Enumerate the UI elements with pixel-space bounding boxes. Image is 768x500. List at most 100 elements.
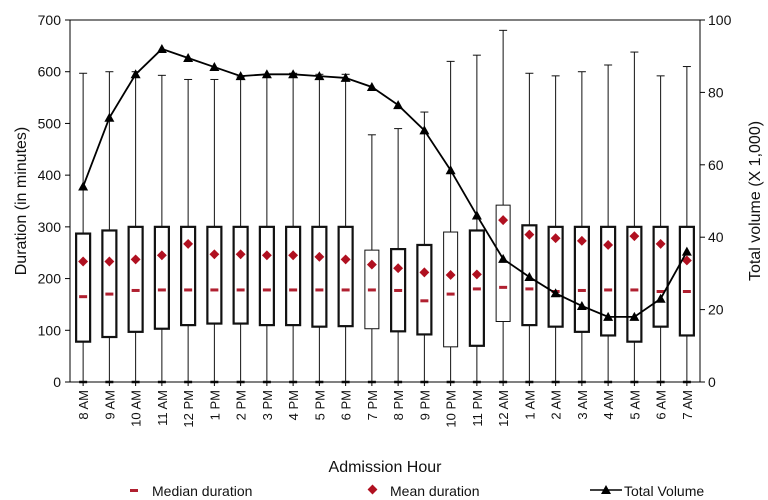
box — [311, 225, 328, 328]
x-tick-label: 2 AM — [549, 390, 564, 420]
mean-marker — [576, 235, 587, 246]
median-marker — [105, 292, 114, 296]
left-y-tick-label: 400 — [38, 167, 62, 183]
left-y-tick-label: 0 — [53, 374, 61, 390]
x-tick-label: 9 PM — [417, 390, 432, 420]
box — [626, 225, 643, 343]
x-tick-label: 4 PM — [286, 390, 301, 420]
mean-marker — [209, 249, 220, 260]
legend: Median duration Mean duration Total Volu… — [130, 483, 704, 499]
volume-point — [393, 100, 404, 110]
legend-mean-label: Mean duration — [390, 483, 480, 499]
mean-marker — [629, 231, 640, 242]
mean-marker — [130, 254, 141, 265]
volume-point — [261, 69, 272, 79]
volume-point — [183, 53, 194, 63]
x-tick-label: 7 PM — [365, 390, 380, 420]
mean-marker — [156, 250, 167, 261]
mean-marker — [393, 263, 404, 274]
median-marker — [79, 295, 88, 299]
volume-point — [78, 181, 89, 191]
x-tick-label: 5 AM — [627, 390, 642, 420]
left-y-tick-label: 600 — [38, 64, 62, 80]
median-marker — [420, 299, 429, 303]
mean-marker — [550, 233, 561, 244]
legend-volume-label: Total Volume — [624, 483, 704, 499]
right-y-tick-label: 80 — [708, 84, 724, 100]
total-volume-series — [78, 43, 692, 321]
volume-point — [550, 288, 561, 298]
box-plots — [75, 29, 695, 384]
x-tick-label: 8 AM — [76, 390, 91, 420]
volume-point — [366, 81, 377, 91]
median-marker — [157, 288, 166, 292]
x-tick-label: 1 PM — [207, 390, 222, 420]
x-tick-label: 10 AM — [129, 390, 144, 427]
median-marker — [289, 288, 298, 292]
right-y-tick-label: 20 — [708, 302, 724, 318]
volume-point — [498, 253, 509, 263]
x-tick-label: 8 PM — [391, 390, 406, 420]
mean-marker — [498, 215, 509, 226]
x-tick-label: 5 PM — [312, 390, 327, 420]
box — [206, 225, 223, 325]
mean-marker — [471, 269, 482, 280]
median-marker — [472, 287, 481, 291]
left-y-axis: 0 100 200 300 400 500 600 700 — [38, 12, 70, 390]
volume-point — [288, 69, 299, 79]
mean-marker — [445, 270, 456, 280]
right-y-tick-label: 40 — [708, 229, 724, 245]
median-marker — [210, 288, 219, 292]
median-marker — [499, 285, 508, 289]
left-y-tick-label: 500 — [38, 115, 62, 131]
legend-median-marker — [130, 489, 138, 492]
right-y-axis: 0 20 40 60 80 100 — [700, 12, 732, 390]
box — [337, 225, 354, 328]
right-y-tick-label: 0 — [708, 374, 716, 390]
median-marker — [525, 287, 534, 291]
legend-median-label: Median duration — [152, 483, 252, 499]
median-marker — [656, 290, 665, 293]
volume-point — [340, 72, 351, 82]
left-y-tick-label: 100 — [38, 322, 62, 338]
median-marker — [236, 288, 245, 292]
mean-marker — [603, 240, 614, 250]
median-marker — [315, 288, 324, 292]
volume-point — [130, 69, 141, 79]
volume-point — [524, 272, 535, 282]
median-marker — [184, 288, 193, 292]
mean-marker — [366, 259, 377, 270]
mean-marker — [681, 255, 692, 266]
median-marker — [341, 288, 350, 292]
volume-point — [156, 43, 167, 53]
right-y-tick-label: 60 — [708, 157, 724, 173]
volume-point — [603, 311, 614, 321]
mean-marker — [419, 267, 430, 278]
x-tick-label: 1 AM — [522, 390, 537, 420]
median-marker — [262, 288, 271, 292]
left-y-tick-label: 300 — [38, 219, 62, 235]
left-y-tick-label: 700 — [38, 12, 62, 28]
x-axis-title: Admission Hour — [329, 459, 443, 476]
box — [573, 225, 590, 333]
x-tick-label: 6 AM — [654, 390, 669, 420]
x-tick-label: 12 AM — [496, 390, 511, 427]
right-y-axis-title: Total volume (X 1,000) — [747, 121, 764, 281]
median-marker — [604, 288, 613, 292]
box — [258, 225, 275, 327]
median-marker — [577, 288, 586, 292]
box — [285, 225, 302, 327]
mean-marker — [524, 229, 535, 240]
box — [416, 243, 433, 336]
box — [443, 231, 459, 348]
right-y-tick-label: 100 — [708, 12, 732, 28]
x-tick-label: 7 AM — [680, 390, 695, 420]
legend-volume-marker — [601, 485, 611, 494]
x-axis: 8 AM 9 AM 10 AM 11 AM 12 PM 1 PM 2 PM 3 PM 4 PM 5… — [76, 382, 695, 428]
box — [600, 225, 617, 337]
x-tick-label: 3 PM — [260, 390, 275, 420]
left-y-tick-label: 200 — [38, 271, 62, 287]
x-tick-label: 12 PM — [181, 390, 196, 428]
median-marker — [394, 288, 403, 292]
